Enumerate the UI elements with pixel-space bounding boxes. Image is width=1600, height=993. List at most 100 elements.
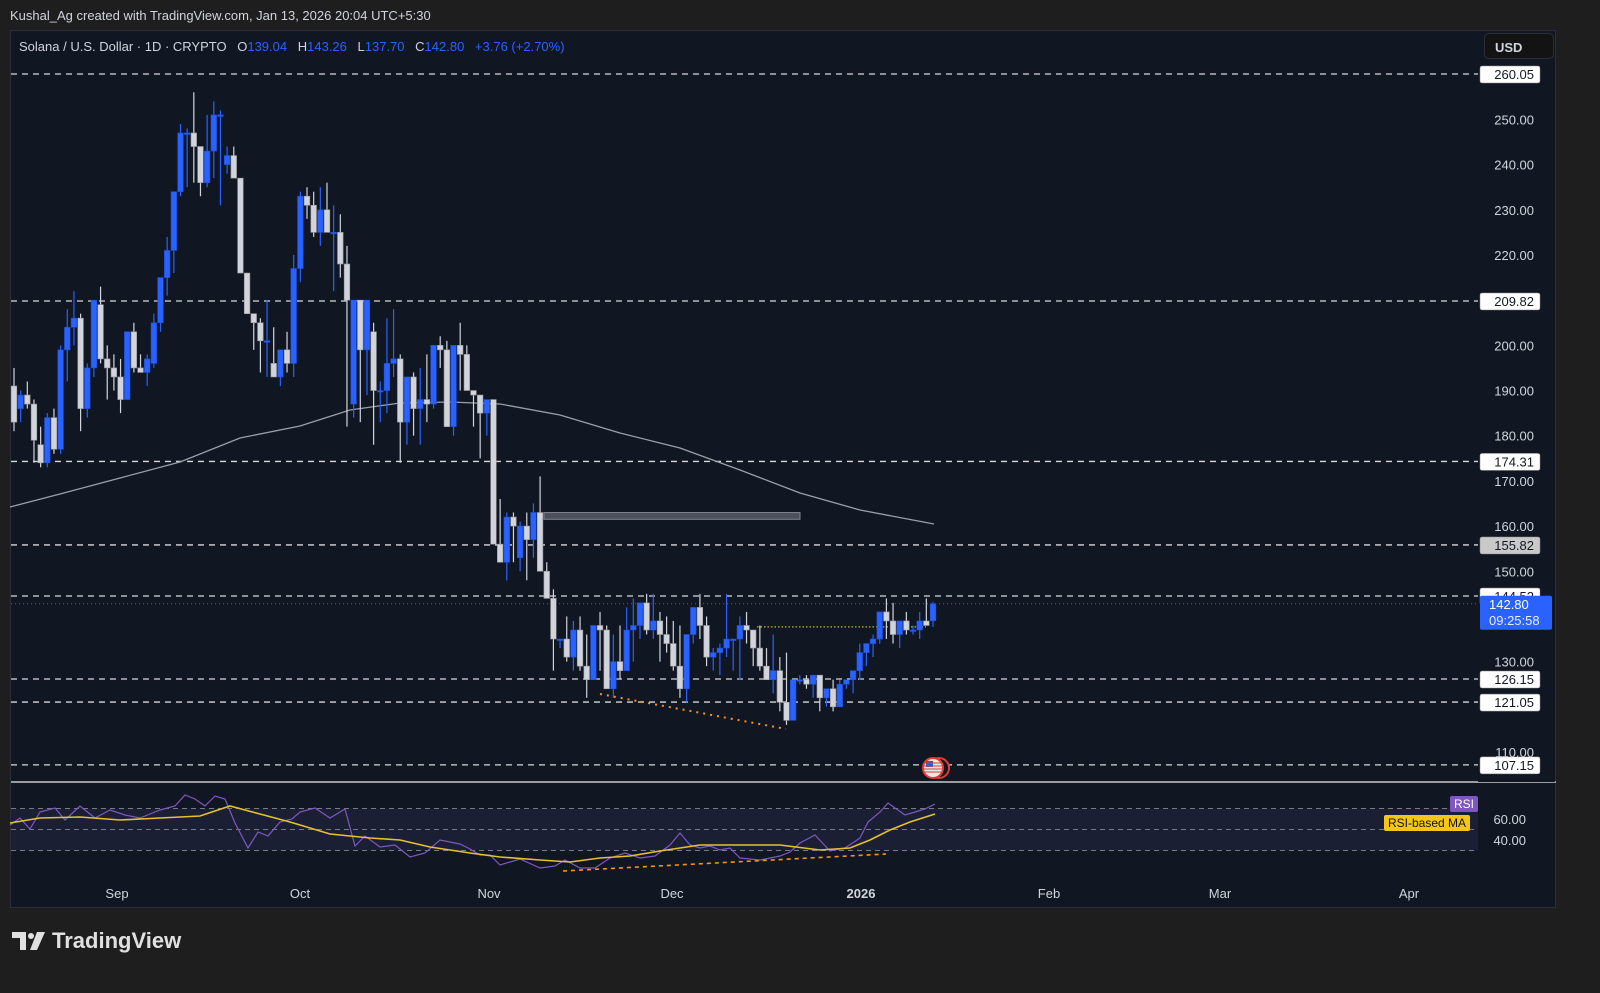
candle[interactable] (37, 426, 44, 468)
candle[interactable] (410, 372, 417, 436)
candle[interactable] (783, 652, 790, 725)
candle[interactable] (317, 187, 324, 246)
candle[interactable] (889, 602, 897, 644)
candle[interactable] (277, 349, 284, 387)
candle[interactable] (816, 674, 823, 712)
candle[interactable] (710, 648, 717, 671)
candle[interactable] (297, 191, 304, 283)
candle[interactable] (929, 601, 937, 627)
candle[interactable] (470, 390, 477, 427)
candle[interactable] (217, 110, 224, 206)
candle[interactable] (310, 191, 317, 237)
candle[interactable] (224, 146, 231, 174)
candle[interactable] (543, 562, 550, 599)
candle[interactable] (443, 340, 450, 427)
candle[interactable] (430, 345, 437, 409)
candle[interactable] (370, 322, 377, 445)
candle[interactable] (64, 309, 71, 382)
rsi-divergence-line[interactable] (562, 853, 887, 872)
candle[interactable] (590, 625, 597, 681)
candle[interactable] (437, 336, 444, 368)
candle[interactable] (830, 679, 837, 712)
candle[interactable] (117, 358, 124, 414)
candle[interactable] (337, 214, 344, 278)
candle[interactable] (570, 620, 577, 671)
candle[interactable] (363, 299, 371, 396)
candle[interactable] (730, 638, 737, 671)
candle[interactable] (30, 399, 38, 463)
candle[interactable] (77, 313, 84, 432)
candle[interactable] (736, 616, 743, 680)
candle[interactable] (343, 245, 351, 427)
candle[interactable] (397, 354, 404, 463)
candle[interactable] (17, 390, 24, 423)
price-divergence-line[interactable] (599, 693, 787, 730)
symbol-title[interactable]: Solana / U.S. Dollar · 1D · CRYPTO (19, 39, 227, 54)
candle[interactable] (676, 625, 684, 698)
candle[interactable] (536, 476, 544, 572)
candle[interactable] (237, 177, 244, 274)
candle[interactable] (796, 675, 803, 685)
candle[interactable] (616, 625, 624, 680)
candle[interactable] (510, 512, 517, 563)
candle[interactable] (623, 607, 630, 671)
candle[interactable] (909, 625, 917, 635)
candle[interactable] (656, 611, 664, 662)
candle[interactable] (463, 345, 470, 391)
tradingview-logo[interactable]: TradingView (12, 928, 181, 954)
candle[interactable] (150, 313, 157, 368)
rsi-axis[interactable] (1478, 783, 1555, 878)
candle[interactable] (883, 598, 890, 640)
candle[interactable] (903, 611, 910, 635)
candle[interactable] (497, 498, 504, 563)
candle[interactable] (523, 512, 530, 581)
candle[interactable] (869, 634, 877, 658)
candle[interactable] (477, 394, 484, 459)
candle[interactable] (563, 616, 570, 662)
candle[interactable] (70, 291, 78, 346)
candle[interactable] (803, 675, 810, 689)
candle[interactable] (383, 318, 391, 414)
candle[interactable] (303, 187, 311, 219)
candle[interactable] (876, 611, 883, 644)
candle[interactable] (483, 399, 490, 436)
candle[interactable] (403, 376, 411, 445)
candle[interactable] (696, 593, 704, 640)
candle[interactable] (849, 670, 857, 694)
candle[interactable] (357, 299, 364, 423)
candle[interactable] (390, 309, 397, 377)
candle[interactable] (283, 331, 291, 373)
candle[interactable] (450, 345, 457, 436)
candle[interactable] (10, 367, 18, 432)
candle[interactable] (104, 345, 111, 400)
candle[interactable] (636, 602, 644, 640)
candle[interactable] (110, 354, 117, 391)
candle[interactable] (670, 620, 677, 671)
candle[interactable] (490, 399, 497, 545)
resistance-zone[interactable] (543, 512, 801, 520)
candle[interactable] (603, 625, 610, 690)
candle[interactable] (124, 331, 131, 400)
candle[interactable] (836, 679, 843, 708)
candle[interactable] (683, 634, 690, 703)
candle[interactable] (743, 611, 750, 644)
candle[interactable] (690, 607, 697, 644)
candle[interactable] (756, 625, 763, 671)
candle[interactable] (377, 381, 384, 423)
candle[interactable] (843, 679, 850, 689)
candle[interactable] (250, 313, 257, 350)
candle[interactable] (776, 657, 783, 712)
candle[interactable] (896, 620, 903, 649)
candle[interactable] (137, 354, 144, 373)
candle[interactable] (556, 638, 564, 649)
candle[interactable] (57, 345, 64, 454)
candle[interactable] (157, 277, 164, 332)
candle[interactable] (610, 634, 617, 698)
price-axis[interactable] (1478, 31, 1555, 782)
candle[interactable] (204, 114, 211, 188)
candle[interactable] (916, 611, 923, 640)
candle[interactable] (503, 512, 510, 581)
candle[interactable] (230, 146, 237, 179)
candle[interactable] (576, 616, 584, 671)
